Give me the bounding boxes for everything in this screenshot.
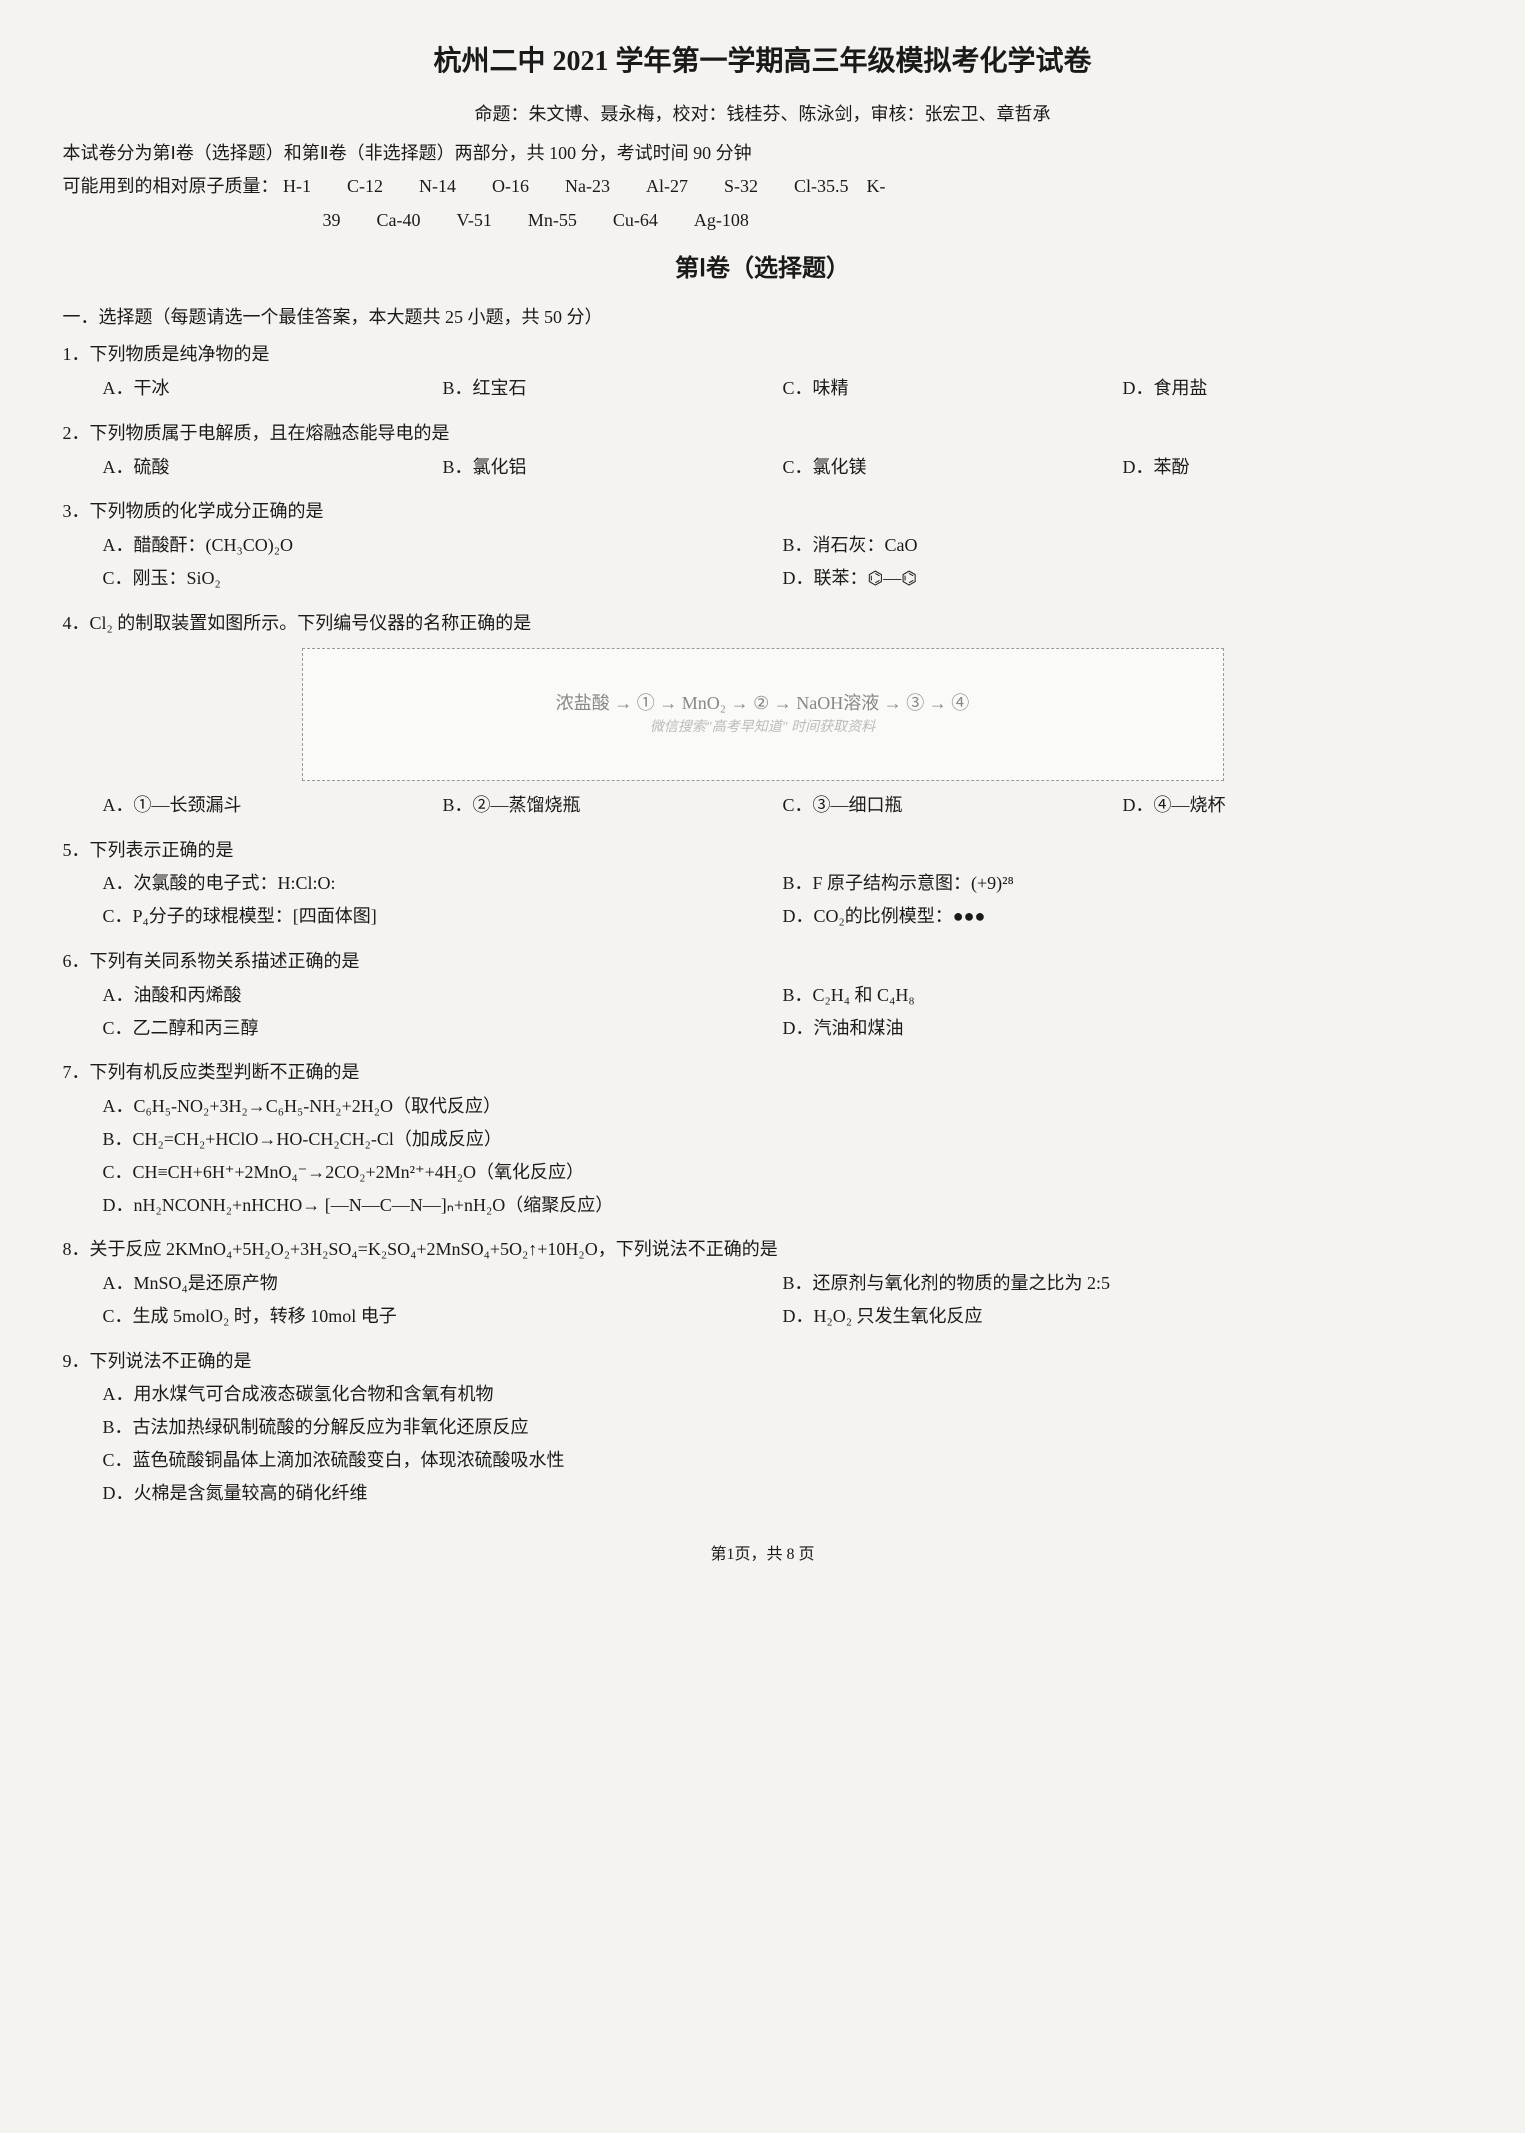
question-1: 1．下列物质是纯净物的是 A．干冰B．红宝石C．味精D．食用盐	[63, 340, 1463, 407]
options-row: A．油酸和丙烯酸B．C₂H₄ 和 C₄H₈C．乙二醇和丙三醇D．汽油和煤油	[63, 981, 1463, 1047]
option-C: C．P₄分子的球棍模型：[四面体图]	[103, 902, 783, 931]
option-D: D．CO₂的比例模型：●●●	[783, 902, 1463, 931]
watermark-text: 微信搜索"高考早知道" 时间获取资料	[343, 717, 1183, 739]
apparatus-diagram: 浓盐酸 → ① → MnO₂ → ② → NaOH溶液 → ③ → ④微信搜索"…	[302, 648, 1224, 781]
options-row: A．①—长颈漏斗B．②—蒸馏烧瓶C．③—细口瓶D．④—烧杯	[63, 791, 1463, 824]
option-D: D．火棉是含氮量较高的硝化纤维	[103, 1479, 1463, 1508]
option-B: B．红宝石	[443, 374, 783, 403]
option-B: B．F 原子结构示意图：(+9)²⁸	[783, 869, 1463, 898]
option-C: C．乙二醇和丙三醇	[103, 1014, 783, 1043]
question-text: 1．下列物质是纯净物的是	[63, 340, 1463, 369]
option-A: A．①—长颈漏斗	[103, 791, 443, 820]
option-D: D．④—烧杯	[1123, 791, 1463, 820]
options-row: A．干冰B．红宝石C．味精D．食用盐	[63, 374, 1463, 407]
option-D: D．苯酚	[1123, 453, 1463, 482]
option-B: B．②—蒸馏烧瓶	[443, 791, 783, 820]
option-A: A．醋酸酐：(CH₃CO)₂O	[103, 531, 783, 560]
options-row: A．次氯酸的电子式：H:Cl:O:B．F 原子结构示意图：(+9)²⁸C．P₄分…	[63, 869, 1463, 935]
options-row: A．醋酸酐：(CH₃CO)₂OB．消石灰：CaOC．刚玉：SiO₂D．联苯：⌬—…	[63, 531, 1463, 597]
option-D: D．nH₂NCONH₂+nHCHO→ [—N—C—N—]ₙ+nH₂O（缩聚反应）	[103, 1191, 1463, 1220]
instructions-line: 本试卷分为第Ⅰ卷（选择题）和第Ⅱ卷（非选择题）两部分，共 100 分，考试时间 …	[63, 139, 1463, 168]
questions-container: 1．下列物质是纯净物的是 A．干冰B．红宝石C．味精D．食用盐 2．下列物质属于电解…	[63, 340, 1463, 1512]
options-row: A．MnSO₄是还原产物B．还原剂与氧化剂的物质的量之比为 2:5C．生成 5m…	[63, 1269, 1463, 1335]
option-B: B．氯化铝	[443, 453, 783, 482]
exam-page: 杭州二中 2021 学年第一学期高三年级模拟考化学试卷 命题：朱文博、聂永梅，校…	[63, 40, 1463, 1567]
option-B: B．还原剂与氧化剂的物质的量之比为 2:5	[783, 1269, 1463, 1298]
atomic-line1: H-1 C-12 N-14 O-16 Na-23 Al-27 S-32 Cl-3…	[283, 176, 885, 196]
credits-line: 命题：朱文博、聂永梅，校对：钱桂芬、陈泳剑，审核：张宏卫、章哲承	[63, 100, 1463, 129]
option-A: A．MnSO₄是还原产物	[103, 1269, 783, 1298]
options-row: A．用水煤气可合成液态碳氢化合物和含氧有机物 B．古法加热绿矾制硫酸的分解反应为非…	[63, 1380, 1463, 1511]
section1-title: 第Ⅰ卷（选择题）	[63, 250, 1463, 288]
question-text: 5．下列表示正确的是	[63, 836, 1463, 865]
option-C: C．味精	[783, 374, 1123, 403]
option-A: A．硫酸	[103, 453, 443, 482]
option-D: D．联苯：⌬—⌬	[783, 564, 1463, 593]
question-6: 6．下列有关同系物关系描述正确的是 A．油酸和丙烯酸B．C₂H₄ 和 C₄H₈C．…	[63, 947, 1463, 1046]
option-B: B．CH₂=CH₂+HClO→HO-CH₂CH₂-Cl（加成反应）	[103, 1125, 1463, 1154]
option-A: A．用水煤气可合成液态碳氢化合物和含氧有机物	[103, 1380, 1463, 1409]
question-text: 7．下列有机反应类型判断不正确的是	[63, 1058, 1463, 1087]
option-B: B．古法加热绿矾制硫酸的分解反应为非氧化还原反应	[103, 1413, 1463, 1442]
option-C: C．氯化镁	[783, 453, 1123, 482]
option-C: C．CH≡CH+6H⁺+2MnO₄⁻→2CO₂+2Mn²⁺+4H₂O（氧化反应）	[103, 1158, 1463, 1187]
question-7: 7．下列有机反应类型判断不正确的是 A．C₆H₅-NO₂+3H₂→C₆H₅-NH₂…	[63, 1058, 1463, 1223]
question-5: 5．下列表示正确的是 A．次氯酸的电子式：H:Cl:O:B．F 原子结构示意图：(…	[63, 836, 1463, 935]
question-text: 3．下列物质的化学成分正确的是	[63, 497, 1463, 526]
option-C: C．刚玉：SiO₂	[103, 564, 783, 593]
option-B: B．C₂H₄ 和 C₄H₈	[783, 981, 1463, 1010]
option-D: D．食用盐	[1123, 374, 1463, 403]
option-C: C．蓝色硫酸铜晶体上滴加浓硫酸变白，体现浓硫酸吸水性	[103, 1446, 1463, 1475]
option-A: A．干冰	[103, 374, 443, 403]
question-8: 8．关于反应 2KMnO₄+5H₂O₂+3H₂SO₄=K₂SO₄+2MnSO₄+…	[63, 1235, 1463, 1334]
question-text: 8．关于反应 2KMnO₄+5H₂O₂+3H₂SO₄=K₂SO₄+2MnSO₄+…	[63, 1235, 1463, 1264]
option-B: B．消石灰：CaO	[783, 531, 1463, 560]
atomic-label: 可能用到的相对原子质量：	[63, 176, 279, 196]
atomic-masses: 可能用到的相对原子质量： H-1 C-12 N-14 O-16 Na-23 Al…	[63, 172, 1463, 201]
options-row: A．硫酸B．氯化铝C．氯化镁D．苯酚	[63, 453, 1463, 486]
section1-desc: 一．选择题（每题请选一个最佳答案，本大题共 25 小题，共 50 分）	[63, 303, 1463, 332]
option-C: C．生成 5molO₂ 时，转移 10mol 电子	[103, 1302, 783, 1331]
question-4: 4．Cl₂ 的制取装置如图所示。下列编号仪器的名称正确的是浓盐酸 → ① → M…	[63, 609, 1463, 824]
atomic-line2: 39 Ca-40 V-51 Mn-55 Cu-64 Ag-108	[63, 206, 1463, 235]
page-footer: 第1页，共 8 页	[63, 1542, 1463, 1568]
option-C: C．③—细口瓶	[783, 791, 1123, 820]
exam-title: 杭州二中 2021 学年第一学期高三年级模拟考化学试卷	[63, 40, 1463, 85]
question-text: 6．下列有关同系物关系描述正确的是	[63, 947, 1463, 976]
option-A: A．C₆H₅-NO₂+3H₂→C₆H₅-NH₂+2H₂O（取代反应）	[103, 1092, 1463, 1121]
question-3: 3．下列物质的化学成分正确的是 A．醋酸酐：(CH₃CO)₂OB．消石灰：CaOC…	[63, 497, 1463, 596]
option-D: D．H₂O₂ 只发生氧化反应	[783, 1302, 1463, 1331]
question-text: 2．下列物质属于电解质，且在熔融态能导电的是	[63, 419, 1463, 448]
options-row: A．C₆H₅-NO₂+3H₂→C₆H₅-NH₂+2H₂O（取代反应） B．CH₂=…	[63, 1092, 1463, 1223]
option-A: A．油酸和丙烯酸	[103, 981, 783, 1010]
question-text: 9．下列说法不正确的是	[63, 1347, 1463, 1376]
question-9: 9．下列说法不正确的是 A．用水煤气可合成液态碳氢化合物和含氧有机物 B．古法加热绿…	[63, 1347, 1463, 1512]
option-D: D．汽油和煤油	[783, 1014, 1463, 1043]
option-A: A．次氯酸的电子式：H:Cl:O:	[103, 869, 783, 898]
question-2: 2．下列物质属于电解质，且在熔融态能导电的是 A．硫酸B．氯化铝C．氯化镁D．苯酚	[63, 419, 1463, 486]
question-text: 4．Cl₂ 的制取装置如图所示。下列编号仪器的名称正确的是	[63, 609, 1463, 638]
